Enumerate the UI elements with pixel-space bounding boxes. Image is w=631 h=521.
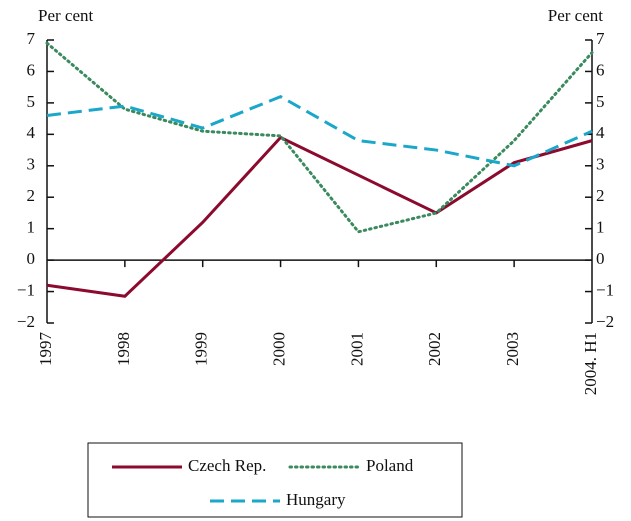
- y-tick-label: 0: [27, 249, 36, 268]
- y2-tick-label: −1: [596, 280, 614, 299]
- x-tick-label: 1997: [36, 332, 55, 367]
- x-tick-label: 1998: [114, 332, 133, 366]
- legend-label: Hungary: [286, 490, 346, 509]
- x-tick-label: 2001: [347, 332, 366, 366]
- y2-tick-label: 4: [596, 123, 605, 142]
- y2-tick-label: 0: [596, 249, 605, 268]
- legend-label: Poland: [366, 456, 414, 475]
- series-line: [46, 135, 593, 298]
- y-tick-label: 2: [27, 186, 36, 205]
- x-tick-label: 1999: [192, 332, 211, 366]
- y-tick-label: 6: [27, 60, 36, 79]
- series-line: [45, 41, 594, 234]
- y2-tick-label: −2: [596, 312, 614, 331]
- x-tick-label: 2000: [269, 332, 288, 366]
- legend-box: [87, 442, 463, 518]
- y-tick-label: −1: [17, 280, 35, 299]
- y-tick-label: −2: [17, 312, 35, 331]
- y-tick-label: 5: [27, 92, 36, 111]
- y2-tick-label: 2: [596, 186, 605, 205]
- x-tick-label: 2004. H1: [581, 332, 600, 395]
- y2-tick-label: 7: [596, 29, 605, 48]
- y2-tick-label: 5: [596, 92, 605, 111]
- y2-axis-label: Per cent: [548, 6, 604, 25]
- y-axis-label: Per cent: [38, 6, 94, 25]
- legend-label: Czech Rep.: [188, 456, 266, 475]
- y2-tick-label: 1: [596, 218, 605, 237]
- y-tick-label: 1: [27, 218, 36, 237]
- x-tick-label: 2002: [425, 332, 444, 366]
- y2-tick-label: 6: [596, 60, 605, 79]
- x-tick-label: 2003: [503, 332, 522, 366]
- y2-tick-label: 3: [596, 155, 605, 174]
- y-tick-label: 7: [27, 29, 36, 48]
- y-tick-label: 4: [27, 123, 36, 142]
- series-line: [46, 94, 593, 168]
- y-tick-label: 3: [27, 155, 36, 174]
